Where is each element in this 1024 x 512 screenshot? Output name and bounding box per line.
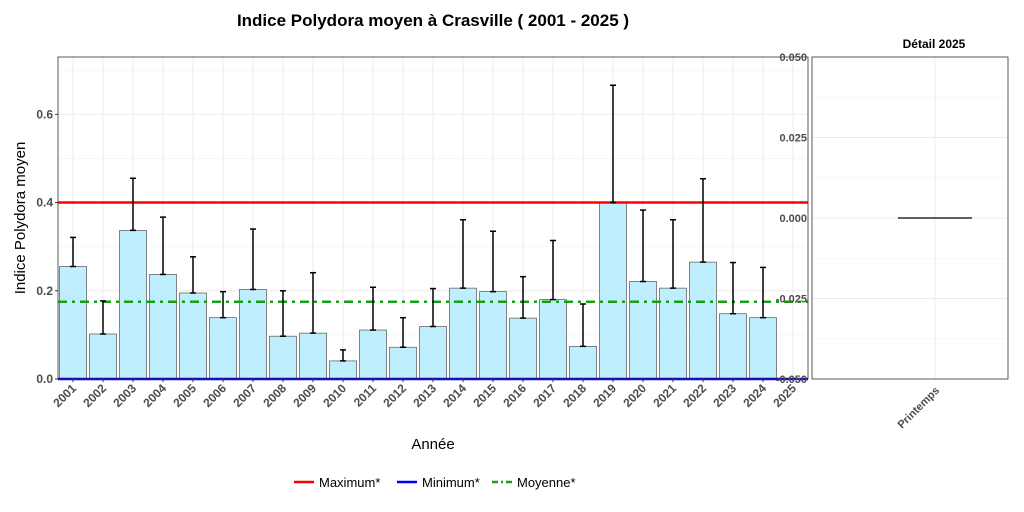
x-tick-label: 2004 bbox=[140, 381, 169, 410]
x-tick-label: 2011 bbox=[351, 381, 380, 410]
x-tick-label: 2017 bbox=[530, 381, 559, 410]
x-tick-label: 2022 bbox=[680, 381, 709, 410]
legend-label-maximum: Maximum* bbox=[319, 475, 380, 490]
x-tick-label: 2009 bbox=[290, 381, 319, 410]
x-tick-label: 2021 bbox=[650, 381, 679, 410]
x-tick-label: 2008 bbox=[260, 381, 289, 410]
detail-y-tick-label: -0.050 bbox=[776, 374, 807, 386]
bar-2004 bbox=[149, 274, 177, 380]
legend-label-minimum: Minimum* bbox=[422, 475, 480, 490]
bar-2012 bbox=[389, 346, 417, 380]
bar-2009 bbox=[299, 332, 327, 380]
bar-2018 bbox=[569, 346, 597, 380]
chart-title: Indice Polydora moyen à Crasville ( 2001… bbox=[237, 11, 629, 30]
bar-2001 bbox=[59, 266, 87, 380]
x-tick-label: 2002 bbox=[80, 381, 109, 410]
x-tick-label: 2013 bbox=[410, 381, 439, 410]
x-tick-label: 2023 bbox=[710, 381, 739, 410]
x-tick-label: 2018 bbox=[560, 381, 589, 410]
x-tick-label: 2019 bbox=[590, 381, 619, 410]
x-tick-label: 2020 bbox=[620, 381, 649, 410]
detail-y-tick-label: 0.000 bbox=[779, 213, 807, 225]
bar-2008 bbox=[269, 335, 297, 380]
bar-2011 bbox=[359, 329, 387, 380]
bar-2023 bbox=[719, 313, 747, 380]
bar-2020 bbox=[629, 281, 657, 380]
x-tick-label: 2012 bbox=[380, 381, 409, 410]
x-axis-label: Année bbox=[411, 436, 454, 453]
x-tick-label: 2005 bbox=[170, 381, 199, 410]
detail-x-tick-label: Printemps bbox=[896, 385, 943, 432]
x-tick-label: 2007 bbox=[230, 381, 259, 410]
bar-2019 bbox=[599, 202, 627, 380]
bar-2024 bbox=[749, 317, 777, 380]
bar-2006 bbox=[209, 317, 237, 380]
detail-y-tick-label: -0.025 bbox=[776, 294, 807, 306]
legend-label-moyenne: Moyenne* bbox=[517, 475, 576, 490]
detail-y-tick-label: 0.025 bbox=[779, 133, 807, 145]
y-tick-label: 0.6 bbox=[36, 107, 53, 121]
bar-2021 bbox=[659, 287, 687, 380]
y-tick-label: 0.2 bbox=[36, 284, 53, 298]
x-tick-label: 2001 bbox=[50, 381, 79, 410]
detail-panel-border bbox=[811, 56, 1009, 380]
x-tick-label: 2015 bbox=[470, 381, 499, 410]
x-tick-label: 2006 bbox=[200, 381, 229, 410]
bar-2007 bbox=[239, 289, 267, 380]
y-axis-label: Indice Polydora moyen bbox=[12, 142, 29, 295]
bar-2015 bbox=[479, 291, 507, 380]
y-tick-label: 0.4 bbox=[36, 196, 53, 210]
legend: Maximum* Minimum* Moyenne* bbox=[294, 475, 576, 490]
bar-2005 bbox=[179, 292, 207, 380]
bar-2017 bbox=[539, 299, 567, 380]
x-tick-label: 2003 bbox=[110, 381, 139, 410]
detail-y-tick-label: 0.050 bbox=[779, 52, 807, 64]
detail-title: Détail 2025 bbox=[903, 37, 966, 51]
x-tick-label: 2016 bbox=[500, 381, 529, 410]
bar-2013 bbox=[419, 326, 447, 380]
y-tick-label: 0.0 bbox=[36, 372, 53, 386]
bar-2002 bbox=[89, 333, 117, 380]
bar-2022 bbox=[689, 261, 717, 380]
x-tick-label: 2014 bbox=[440, 381, 469, 410]
bar-2016 bbox=[509, 317, 537, 380]
bar-2010 bbox=[329, 360, 357, 380]
x-tick-label: 2024 bbox=[740, 381, 769, 410]
bar-2003 bbox=[119, 230, 147, 380]
x-tick-label: 2010 bbox=[320, 381, 349, 410]
bar-2014 bbox=[449, 287, 477, 380]
